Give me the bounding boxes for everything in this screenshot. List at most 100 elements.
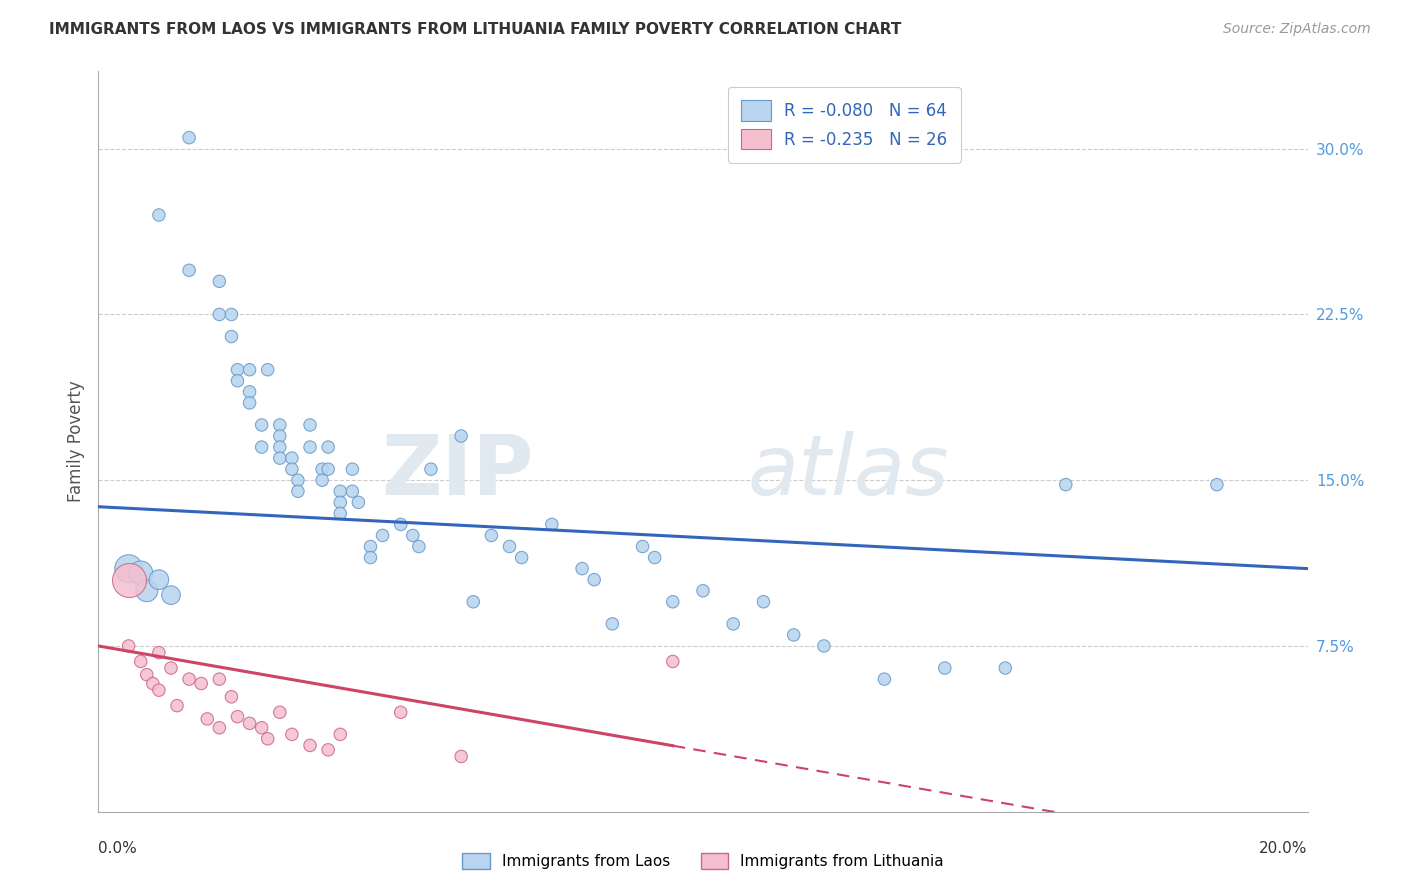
Point (208, 308, 231, 322)
Point (329, 507, 352, 521)
Point (644, 550, 666, 565)
Point (281, 451, 304, 466)
Point (269, 440, 291, 454)
Text: IMMIGRANTS FROM LAOS VS IMMIGRANTS FROM LITHUANIA FAMILY POVERTY CORRELATION CHA: IMMIGRANTS FROM LAOS VS IMMIGRANTS FROM … (49, 22, 901, 37)
Point (208, 721, 231, 735)
Point (142, 676, 165, 690)
Point (1054, 477, 1077, 491)
Point (510, 550, 533, 565)
Point (723, 616, 745, 631)
Point (148, 208, 170, 222)
Point (783, 628, 806, 642)
Legend: R = -0.080   N = 64, R = -0.235   N = 26: R = -0.080 N = 64, R = -0.235 N = 26 (727, 87, 960, 162)
Point (402, 528, 425, 542)
Point (239, 716, 262, 731)
Point (287, 473, 309, 487)
Point (179, 672, 201, 686)
Point (239, 362, 262, 376)
Point (498, 540, 520, 554)
Point (208, 274, 231, 288)
Point (329, 484, 352, 499)
Point (342, 462, 364, 476)
Point (450, 429, 472, 443)
Point (408, 540, 430, 554)
Point (329, 727, 352, 741)
Point (540, 517, 562, 532)
Point (311, 462, 333, 476)
Text: Source: ZipAtlas.com: Source: ZipAtlas.com (1223, 22, 1371, 37)
Point (148, 573, 170, 587)
Text: 0.0%: 0.0% (98, 841, 138, 856)
Point (299, 417, 322, 432)
Point (135, 583, 157, 598)
Point (269, 417, 291, 432)
Point (873, 672, 896, 686)
Point (118, 573, 141, 587)
Point (281, 727, 304, 741)
Point (221, 308, 243, 322)
Point (129, 566, 152, 580)
Point (360, 550, 382, 565)
Point (934, 661, 956, 675)
Point (631, 540, 654, 554)
Point (1206, 477, 1229, 491)
Point (311, 473, 333, 487)
Point (256, 731, 278, 746)
Text: ZIP: ZIP (381, 431, 534, 512)
Point (571, 561, 593, 575)
Point (226, 374, 249, 388)
Point (129, 655, 152, 669)
Point (269, 706, 291, 720)
Point (190, 676, 212, 690)
Point (250, 721, 273, 735)
Point (342, 484, 364, 499)
Point (316, 440, 339, 454)
Point (208, 672, 231, 686)
Point (371, 528, 394, 542)
Point (166, 698, 188, 713)
Point (583, 573, 606, 587)
Point (389, 517, 412, 532)
Point (135, 667, 157, 681)
Point (160, 661, 183, 675)
Point (661, 655, 683, 669)
Point (221, 690, 243, 704)
Point (299, 440, 322, 454)
Point (118, 561, 141, 575)
Point (692, 583, 714, 598)
Point (281, 462, 304, 476)
Point (463, 595, 485, 609)
Point (813, 639, 835, 653)
Point (329, 495, 352, 509)
Point (347, 495, 370, 509)
Text: 20.0%: 20.0% (1260, 841, 1308, 856)
Point (148, 646, 170, 660)
Point (752, 595, 775, 609)
Point (118, 639, 141, 653)
Text: atlas: atlas (747, 431, 949, 512)
Point (269, 451, 291, 466)
Point (602, 616, 624, 631)
Point (179, 130, 201, 145)
Point (316, 743, 339, 757)
Point (256, 362, 278, 376)
Point (269, 429, 291, 443)
Point (287, 484, 309, 499)
Legend: Immigrants from Laos, Immigrants from Lithuania: Immigrants from Laos, Immigrants from Li… (456, 847, 950, 875)
Point (299, 739, 322, 753)
Point (389, 706, 412, 720)
Point (250, 440, 273, 454)
Point (450, 749, 472, 764)
Point (239, 384, 262, 399)
Point (226, 709, 249, 723)
Point (994, 661, 1017, 675)
Y-axis label: Family Poverty: Family Poverty (66, 381, 84, 502)
Point (316, 462, 339, 476)
Point (148, 683, 170, 698)
Point (160, 588, 183, 602)
Point (179, 263, 201, 277)
Point (481, 528, 503, 542)
Point (239, 396, 262, 410)
Point (195, 712, 218, 726)
Point (420, 462, 443, 476)
